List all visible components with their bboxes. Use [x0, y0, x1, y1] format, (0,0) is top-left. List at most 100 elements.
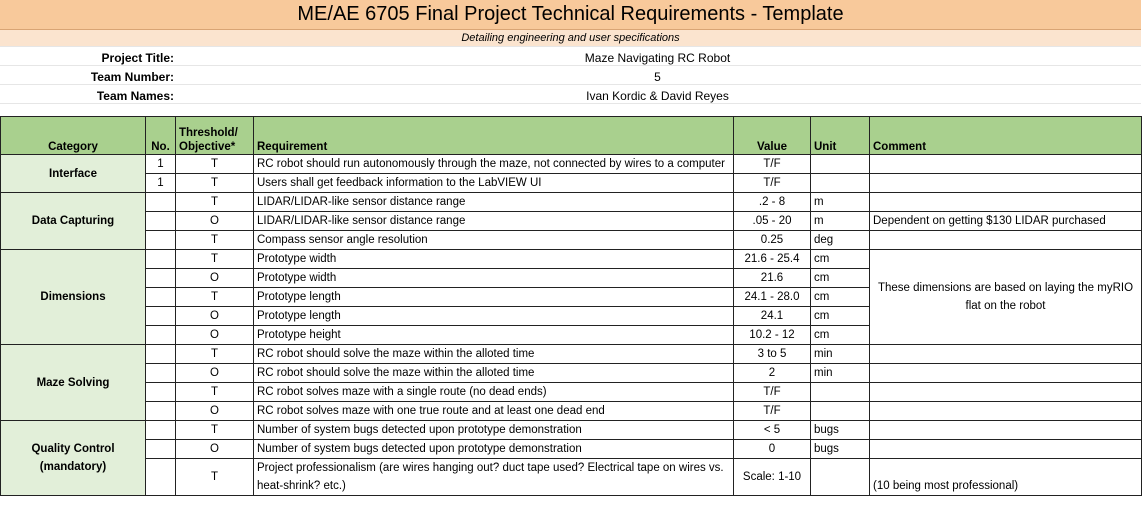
- cell-unit: deg: [811, 231, 870, 250]
- cell-unit: [811, 402, 870, 421]
- cell-requirement: Users shall get feedback information to …: [254, 174, 734, 193]
- requirements-table: Category No. Threshold/Objective* Requir…: [0, 116, 1142, 496]
- header-comment: Comment: [870, 117, 1142, 155]
- cell-no: [146, 326, 176, 345]
- table-row: T RC robot solves maze with a single rou…: [1, 383, 1142, 402]
- table-row: Interface 1 T RC robot should run autono…: [1, 155, 1142, 174]
- project-title-label: Project Title:: [0, 49, 174, 67]
- cell-unit: [811, 155, 870, 174]
- cell-no: [146, 250, 176, 269]
- table-row: Quality Control (mandatory) T Number of …: [1, 421, 1142, 440]
- page-subtitle: Detailing engineering and user specifica…: [0, 30, 1141, 46]
- header-threshold-line1: Threshold/: [179, 127, 238, 139]
- project-title-value: Maze Navigating RC Robot: [174, 49, 1141, 67]
- category-maze-solving: Maze Solving: [1, 345, 146, 421]
- table-row: T Project professionalism (are wires han…: [1, 459, 1142, 496]
- cell-no: [146, 212, 176, 231]
- cell-threshold: T: [176, 345, 254, 364]
- table-row: O RC robot should solve the maze within …: [1, 364, 1142, 383]
- cell-threshold: T: [176, 459, 254, 496]
- cell-requirement: Prototype length: [254, 288, 734, 307]
- cell-threshold: T: [176, 250, 254, 269]
- table-row: O Number of system bugs detected upon pr…: [1, 440, 1142, 459]
- cell-comment: [870, 421, 1142, 440]
- cell-unit: [811, 174, 870, 193]
- cell-threshold: T: [176, 383, 254, 402]
- cell-requirement: Compass sensor angle resolution: [254, 231, 734, 250]
- cell-requirement: LIDAR/LIDAR-like sensor distance range: [254, 212, 734, 231]
- cell-requirement: Number of system bugs detected upon prot…: [254, 421, 734, 440]
- cell-unit: m: [811, 193, 870, 212]
- team-number-value: 5: [174, 68, 1141, 86]
- cell-value: 21.6: [734, 269, 811, 288]
- cell-unit: cm: [811, 326, 870, 345]
- cell-threshold: T: [176, 193, 254, 212]
- cell-value: 10.2 - 12: [734, 326, 811, 345]
- cell-no: [146, 193, 176, 212]
- table-row: 1 T Users shall get feedback information…: [1, 174, 1142, 193]
- cell-unit: cm: [811, 269, 870, 288]
- team-names-label: Team Names:: [0, 87, 174, 105]
- cell-no: [146, 364, 176, 383]
- cell-requirement: RC robot should run autonomously through…: [254, 155, 734, 174]
- cell-threshold: T: [176, 421, 254, 440]
- cell-value: 21.6 - 25.4: [734, 250, 811, 269]
- cell-unit: min: [811, 345, 870, 364]
- cell-threshold: T: [176, 231, 254, 250]
- cell-value: 0.25: [734, 231, 811, 250]
- cell-unit: cm: [811, 307, 870, 326]
- cell-requirement: Prototype width: [254, 250, 734, 269]
- cell-comment: [870, 364, 1142, 383]
- cell-threshold: O: [176, 212, 254, 231]
- cell-comment: [870, 174, 1142, 193]
- table-row: Data Capturing T LIDAR/LIDAR-like sensor…: [1, 193, 1142, 212]
- header-category: Category: [1, 117, 146, 155]
- cell-value: < 5: [734, 421, 811, 440]
- cell-comment: [870, 231, 1142, 250]
- cell-unit: bugs: [811, 421, 870, 440]
- cell-value: Scale: 1-10: [734, 459, 811, 496]
- cell-threshold: O: [176, 402, 254, 421]
- cell-threshold: T: [176, 174, 254, 193]
- cell-threshold: T: [176, 155, 254, 174]
- cell-comment: [870, 383, 1142, 402]
- header-threshold-objective: Threshold/Objective*: [176, 117, 254, 155]
- cell-comment: [870, 345, 1142, 364]
- cell-unit: min: [811, 364, 870, 383]
- cell-requirement: LIDAR/LIDAR-like sensor distance range: [254, 193, 734, 212]
- table-row: Dimensions T Prototype width 21.6 - 25.4…: [1, 250, 1142, 269]
- cell-no: [146, 383, 176, 402]
- cell-value: T/F: [734, 155, 811, 174]
- dimensions-comment: These dimensions are based on laying the…: [870, 250, 1142, 345]
- table-row: O RC robot solves maze with one true rou…: [1, 402, 1142, 421]
- cell-requirement: Prototype width: [254, 269, 734, 288]
- cell-no: [146, 421, 176, 440]
- cell-value: 2: [734, 364, 811, 383]
- cell-no: [146, 231, 176, 250]
- header-threshold-line2: Objective*: [179, 141, 235, 153]
- cell-value: 24.1: [734, 307, 811, 326]
- cell-comment: (10 being most professional): [870, 459, 1142, 496]
- cell-value: T/F: [734, 383, 811, 402]
- cell-requirement: RC robot should solve the maze within th…: [254, 345, 734, 364]
- cell-value: .05 - 20: [734, 212, 811, 231]
- cell-requirement: RC robot solves maze with a single route…: [254, 383, 734, 402]
- cell-comment: Dependent on getting $130 LIDAR purchase…: [870, 212, 1142, 231]
- cell-unit: cm: [811, 250, 870, 269]
- cell-no: [146, 269, 176, 288]
- cell-requirement: Number of system bugs detected upon prot…: [254, 440, 734, 459]
- category-interface: Interface: [1, 155, 146, 193]
- cell-unit: cm: [811, 288, 870, 307]
- cell-threshold: O: [176, 269, 254, 288]
- cell-requirement: Prototype height: [254, 326, 734, 345]
- cell-unit: [811, 459, 870, 496]
- cell-threshold: T: [176, 288, 254, 307]
- cell-unit: m: [811, 212, 870, 231]
- cell-unit: bugs: [811, 440, 870, 459]
- cell-threshold: O: [176, 307, 254, 326]
- header-unit: Unit: [811, 117, 870, 155]
- cell-comment: [870, 155, 1142, 174]
- header-value: Value: [734, 117, 811, 155]
- cell-unit: [811, 383, 870, 402]
